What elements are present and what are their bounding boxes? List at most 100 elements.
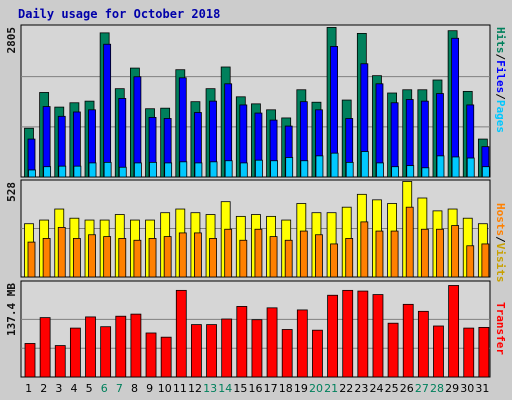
transfer-bar-day-5 bbox=[85, 316, 96, 378]
files-bar-day-27 bbox=[420, 100, 429, 178]
transfer-bar-day-1 bbox=[24, 343, 36, 378]
pages-bar-day-24 bbox=[376, 162, 384, 178]
pages-bar-day-13 bbox=[209, 161, 218, 178]
pages-bar-day-26 bbox=[406, 165, 415, 178]
files-bar-day-6 bbox=[103, 43, 112, 178]
day-label-17: 17 bbox=[264, 382, 278, 395]
transfer-bar-day-19 bbox=[296, 309, 308, 378]
day-label-21: 21 bbox=[324, 382, 338, 395]
pages-bar-day-17 bbox=[270, 160, 278, 178]
legend-files: Files bbox=[494, 60, 507, 93]
transfer-bar-day-4 bbox=[69, 327, 81, 378]
hosts-bar-day-7 bbox=[118, 238, 127, 278]
transfer-bar-day-11 bbox=[175, 289, 187, 378]
day-label-1: 1 bbox=[25, 382, 32, 395]
day-label-6: 6 bbox=[101, 382, 108, 395]
day-label-24: 24 bbox=[370, 382, 384, 395]
transfer-bar-day-29 bbox=[448, 285, 460, 378]
transfer-bar-day-31 bbox=[478, 326, 490, 378]
pages-bar-day-21 bbox=[330, 152, 339, 178]
transfer-bar-day-12 bbox=[191, 324, 202, 378]
day-label-3: 3 bbox=[55, 382, 62, 395]
transfer-bar-day-7 bbox=[115, 315, 127, 378]
pages-bar-day-3 bbox=[58, 165, 67, 178]
day-label-28: 28 bbox=[430, 382, 444, 395]
transfer-bar-day-25 bbox=[387, 322, 399, 378]
pages-bar-day-12 bbox=[194, 162, 203, 178]
hosts-bar-day-28 bbox=[436, 228, 444, 278]
pages-bar-day-28 bbox=[436, 155, 445, 178]
day-label-10: 10 bbox=[158, 382, 172, 395]
transfer-bar-day-23 bbox=[357, 290, 369, 378]
pages-bar-day-30 bbox=[466, 157, 475, 178]
pages-bar-day-14 bbox=[224, 160, 233, 178]
transfer-bar-day-8 bbox=[130, 313, 142, 378]
pages-bar-day-20 bbox=[315, 155, 324, 178]
transfer-bar-day-3 bbox=[54, 345, 66, 378]
pages-bar-day-1 bbox=[28, 169, 36, 178]
hosts-bar-day-23 bbox=[360, 221, 369, 278]
pages-bar-day-23 bbox=[360, 151, 369, 178]
day-label-5: 5 bbox=[86, 382, 93, 395]
hosts-bar-day-15 bbox=[239, 239, 248, 278]
transfer-bar-day-20 bbox=[312, 329, 323, 378]
day-label-25: 25 bbox=[385, 382, 399, 395]
legend-panel-2: Hosts/Visits bbox=[494, 203, 507, 283]
pages-bar-day-8 bbox=[134, 162, 142, 178]
legend-visits: Visits bbox=[494, 243, 507, 283]
day-label-13: 13 bbox=[203, 382, 217, 395]
hosts-bar-day-21 bbox=[330, 243, 338, 278]
pages-bar-day-29 bbox=[451, 156, 460, 178]
hosts-bar-day-14 bbox=[224, 228, 233, 278]
files-bar-day-8 bbox=[133, 76, 142, 178]
legend-sep: / bbox=[494, 54, 507, 61]
hosts-bar-day-27 bbox=[420, 228, 429, 278]
day-label-15: 15 bbox=[233, 382, 247, 395]
files-bar-day-7 bbox=[118, 98, 127, 178]
hosts-bar-day-30 bbox=[466, 245, 475, 278]
hosts-bar-day-12 bbox=[194, 232, 202, 278]
transfer-bar-day-28 bbox=[433, 325, 444, 378]
day-label-4: 4 bbox=[70, 382, 77, 395]
legend-pages: Pages bbox=[494, 100, 507, 133]
day-label-9: 9 bbox=[146, 382, 153, 395]
day-label-26: 26 bbox=[400, 382, 414, 395]
hosts-bar-day-2 bbox=[42, 238, 51, 278]
day-label-2: 2 bbox=[40, 382, 47, 395]
hosts-bar-day-18 bbox=[284, 239, 293, 278]
transfer-bar-day-2 bbox=[39, 317, 51, 378]
hosts-bar-day-24 bbox=[375, 230, 384, 278]
transfer-bar-day-14 bbox=[221, 318, 233, 378]
legend-transfer: Transfer bbox=[494, 302, 507, 355]
legend-panel-1: Hits/Files/Pages bbox=[494, 27, 507, 133]
hosts-bar-day-29 bbox=[451, 225, 460, 278]
hosts-bar-day-6 bbox=[103, 236, 112, 278]
pages-bar-day-18 bbox=[285, 157, 294, 178]
day-label-22: 22 bbox=[339, 382, 353, 395]
hosts-bar-day-31 bbox=[481, 243, 490, 278]
legend-hits: Hits bbox=[494, 27, 507, 54]
day-label-8: 8 bbox=[131, 382, 138, 395]
day-label-31: 31 bbox=[475, 382, 489, 395]
day-label-23: 23 bbox=[354, 382, 368, 395]
transfer-bar-day-6 bbox=[100, 326, 112, 378]
hosts-bar-day-22 bbox=[345, 238, 354, 278]
transfer-bar-day-16 bbox=[251, 319, 263, 378]
transfer-bar-day-13 bbox=[206, 324, 217, 378]
pages-bar-day-16 bbox=[255, 159, 263, 178]
hosts-bar-day-9 bbox=[148, 238, 157, 278]
hosts-bar-day-8 bbox=[133, 239, 142, 278]
files-bar-day-29 bbox=[451, 37, 460, 178]
pages-bar-day-22 bbox=[345, 161, 354, 178]
pages-bar-day-10 bbox=[164, 162, 173, 178]
y-max-label-hits: 2805 bbox=[5, 27, 18, 54]
transfer-bar-day-26 bbox=[402, 303, 414, 378]
hosts-bar-day-3 bbox=[57, 226, 66, 278]
pages-bar-day-27 bbox=[421, 167, 430, 178]
hosts-bar-day-25 bbox=[390, 230, 399, 278]
pages-bar-day-19 bbox=[300, 160, 309, 178]
transfer-bar-day-17 bbox=[266, 307, 278, 378]
transfer-bar-day-15 bbox=[236, 306, 248, 378]
